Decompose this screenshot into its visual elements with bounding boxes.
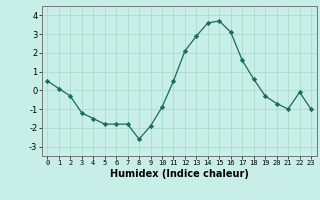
X-axis label: Humidex (Indice chaleur): Humidex (Indice chaleur)	[110, 169, 249, 179]
